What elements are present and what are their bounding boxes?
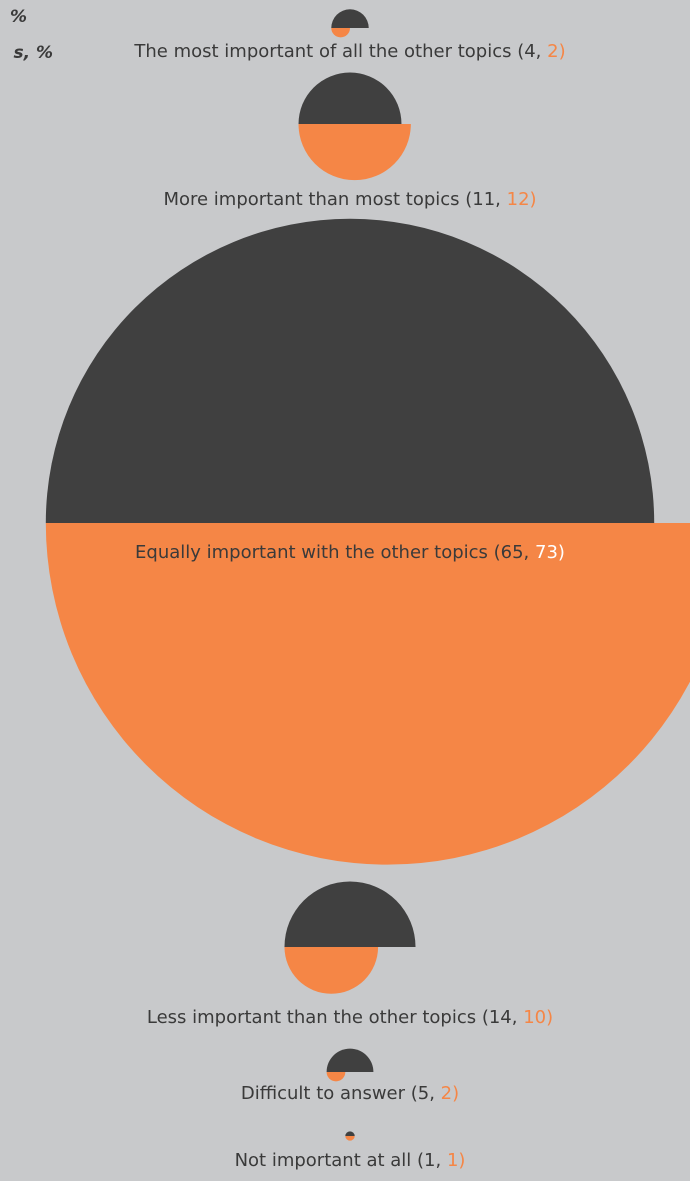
lower-half: [284, 947, 379, 994]
label-highlight: 10): [523, 1007, 553, 1028]
lower-half: [45, 523, 690, 865]
lower-half: [345, 1136, 355, 1141]
upper-half: [45, 218, 655, 523]
label-highlight: 2): [547, 41, 565, 62]
label-text: Not important at all (1,: [235, 1150, 447, 1171]
row-label: Less important than the other topics (14…: [147, 1007, 553, 1028]
lower-half: [298, 124, 411, 181]
legend-text: s, %: [13, 43, 53, 63]
label-highlight: 1): [447, 1150, 465, 1171]
upper-half: [326, 1048, 374, 1072]
row-label: Difficult to answer (5, 2): [241, 1083, 459, 1104]
label-highlight: 73): [535, 542, 565, 563]
label-text: More important than most topics (11,: [163, 189, 506, 210]
row-label: More important than most topics (11, 12): [163, 189, 536, 210]
upper-half: [284, 881, 416, 948]
lower-half: [331, 28, 350, 38]
row-label: Not important at all (1, 1): [235, 1150, 466, 1171]
label-text: Difficult to answer (5,: [241, 1083, 441, 1104]
upper-half: [331, 9, 369, 28]
upper-half: [298, 72, 402, 124]
label-text: The most important of all the other topi…: [133, 41, 547, 62]
label-highlight: 12): [507, 189, 537, 210]
lower-half: [326, 1072, 346, 1082]
row-label: The most important of all the other topi…: [133, 41, 565, 62]
upper-half: [345, 1131, 355, 1136]
label-text: Less important than the other topics (14…: [147, 1007, 523, 1028]
legend-text: %: [10, 7, 27, 27]
label-highlight: 2): [441, 1083, 459, 1104]
row-label: Equally important with the other topics …: [135, 542, 565, 563]
label-text: Equally important with the other topics …: [135, 542, 535, 563]
